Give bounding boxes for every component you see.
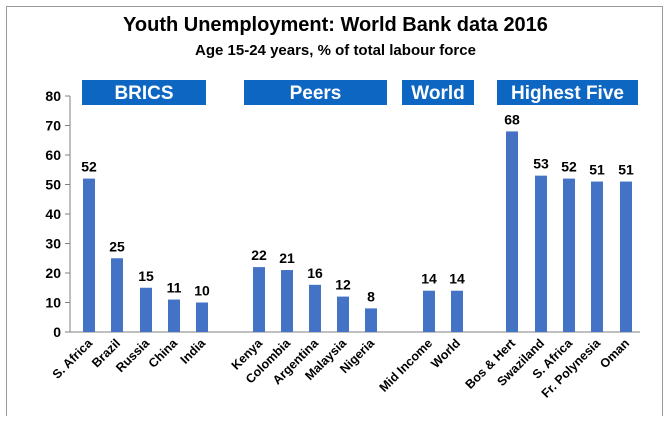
y-tick-label: 80 bbox=[45, 88, 61, 104]
group-banner-label: BRICS bbox=[114, 83, 173, 104]
category-label: Mid Income bbox=[377, 336, 436, 395]
data-label: 25 bbox=[109, 238, 125, 254]
group-banner-label: World bbox=[411, 83, 464, 104]
group-banner bbox=[82, 80, 206, 105]
group-banner bbox=[497, 80, 638, 105]
y-tick-label: 10 bbox=[45, 295, 61, 311]
bar bbox=[563, 178, 575, 332]
bar bbox=[140, 287, 152, 332]
bar bbox=[196, 302, 208, 332]
bar bbox=[281, 270, 293, 332]
group-banner-label: Highest Five bbox=[511, 83, 624, 104]
data-label: 52 bbox=[561, 159, 577, 175]
bar bbox=[620, 181, 632, 332]
bar bbox=[253, 267, 265, 332]
data-label: 51 bbox=[589, 162, 605, 178]
category-label: India bbox=[178, 335, 209, 366]
chart-subtitle: Age 15-24 years, % of total labour force bbox=[195, 42, 476, 59]
data-label: 12 bbox=[335, 277, 351, 293]
y-tick-label: 50 bbox=[45, 177, 61, 193]
category-label: Oman bbox=[597, 336, 632, 371]
data-label: 8 bbox=[367, 288, 375, 304]
data-label: 51 bbox=[618, 162, 634, 178]
bar bbox=[309, 284, 321, 332]
data-label: 14 bbox=[449, 271, 465, 287]
data-label: 15 bbox=[138, 268, 154, 284]
category-label: S. Africa bbox=[50, 335, 96, 381]
data-label: 10 bbox=[194, 283, 210, 299]
bar bbox=[168, 299, 180, 332]
bar bbox=[535, 175, 547, 332]
data-label: 68 bbox=[504, 111, 520, 127]
data-label: 22 bbox=[251, 247, 267, 263]
group-banner bbox=[244, 80, 387, 105]
category-label: China bbox=[146, 335, 181, 370]
bar bbox=[506, 131, 518, 332]
y-tick-label: 20 bbox=[45, 265, 61, 281]
y-tick-label: 0 bbox=[53, 324, 61, 340]
chart-title: Youth Unemployment: World Bank data 2016 bbox=[123, 14, 548, 36]
group-banner-label: Peers bbox=[290, 83, 342, 104]
y-tick-label: 30 bbox=[45, 236, 61, 252]
group-banner bbox=[402, 80, 474, 105]
bar bbox=[451, 290, 463, 332]
bar bbox=[423, 290, 435, 332]
bar bbox=[111, 258, 123, 332]
bar bbox=[83, 178, 95, 332]
y-tick-label: 70 bbox=[45, 118, 61, 134]
category-label: Russia bbox=[113, 335, 153, 375]
data-label: 21 bbox=[279, 250, 295, 266]
data-label: 11 bbox=[167, 280, 182, 296]
bar bbox=[365, 308, 377, 332]
bar bbox=[337, 296, 349, 332]
data-label: 53 bbox=[533, 156, 549, 172]
category-label: World bbox=[428, 336, 463, 371]
y-tick-label: 40 bbox=[45, 206, 61, 222]
bar bbox=[591, 181, 603, 332]
y-tick-label: 60 bbox=[45, 147, 61, 163]
data-label: 14 bbox=[421, 271, 437, 287]
chart-frame bbox=[6, 6, 663, 416]
data-label: 16 bbox=[307, 265, 323, 281]
data-label: 52 bbox=[81, 159, 97, 175]
